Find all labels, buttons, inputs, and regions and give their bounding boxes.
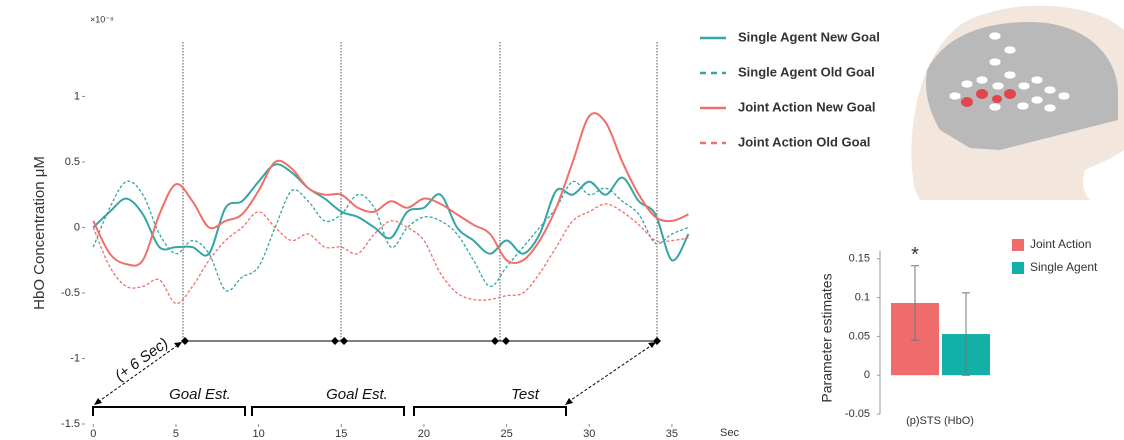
x-tick-label: 35 [666,428,678,440]
diamond [340,337,348,345]
x-unit: Sec [720,427,739,439]
y-tick-label: -0.05 [845,408,870,420]
legend-swatch [1012,239,1024,251]
diamond [331,337,339,345]
legend-label: Joint Action Old Goal [738,134,870,149]
head-diagram [911,6,1124,200]
annotation: Test [511,386,540,403]
legend-label: Single Agent Old Goal [738,64,875,79]
x-tick-label: 15 [335,428,347,440]
channel [1058,92,1070,100]
x-tick-label: 30 [583,428,595,440]
annotation: Goal Est. [326,386,388,403]
y-multiplier: ×10⁻⁸ [90,14,114,24]
y-axis-label: HbO Concentration μM [31,156,48,310]
series-line [93,164,688,260]
arrow-head [174,342,182,348]
bracket [252,407,404,416]
arrow-head [565,398,573,405]
annotation: (+ 6 Sec) [112,335,172,385]
y-tick-label: 0.15 [849,253,870,265]
legend-swatch [1012,262,1024,274]
channel [1031,76,1043,84]
y-tick-label: 1 [74,90,80,102]
x-tick-label: 20 [418,428,430,440]
legend-label: Single Agent New Goal [738,29,880,44]
legend-label: Single Agent [1030,260,1098,274]
x-tick-label: 5 [173,428,179,440]
arrow-head [94,398,102,405]
arrow-head [648,342,656,348]
channel [989,103,1001,111]
legend-label: Joint Action [1030,237,1091,251]
y-tick-label: 0.1 [855,291,870,303]
y-tick-label: 0.5 [65,156,80,168]
channel [1044,104,1056,112]
shift-arrow [568,345,652,402]
channel [949,92,961,100]
y-tick-label: 0 [74,221,80,233]
figure: (+ 6 Sec) Goal Est. Goal Est. Test ×10⁻⁸… [0,0,1124,440]
channel [992,82,1004,90]
diamond [491,337,499,345]
y-tick-label: 0 [864,369,870,381]
channel [1031,96,1043,104]
channel [1017,102,1029,110]
channel [976,76,988,84]
roi-channel [976,89,988,99]
channel [1004,71,1016,79]
series-line [93,181,688,291]
roi-channel [992,95,1002,103]
bracket [93,407,245,416]
roi-channel [961,97,973,107]
y-tick-label: -1 [70,352,80,364]
roi-channel [1004,89,1016,99]
y-axis-label: Parameter estimates [819,273,835,402]
significance: * [911,244,919,266]
bracket [414,407,566,416]
y-tick-label: -0.5 [61,287,80,299]
legend-label: Joint Action New Goal [738,99,875,114]
channel [961,80,973,88]
channel [1018,82,1030,90]
channel [1004,46,1016,54]
y-tick-label: 0.05 [849,330,870,342]
x-tick-label: 0 [90,428,96,440]
brackets [93,407,566,416]
x-tick-label: (p)STS (HbO) [906,415,974,427]
diamond [181,337,189,345]
channel [989,58,1001,66]
channel [1044,86,1056,94]
x-tick-label: 25 [500,428,512,440]
x-tick-label: 10 [252,428,264,440]
y-tick-label: -1.5 [61,418,80,430]
channel [989,32,1001,40]
diamond [502,337,510,345]
annotation: Goal Est. [169,386,231,403]
